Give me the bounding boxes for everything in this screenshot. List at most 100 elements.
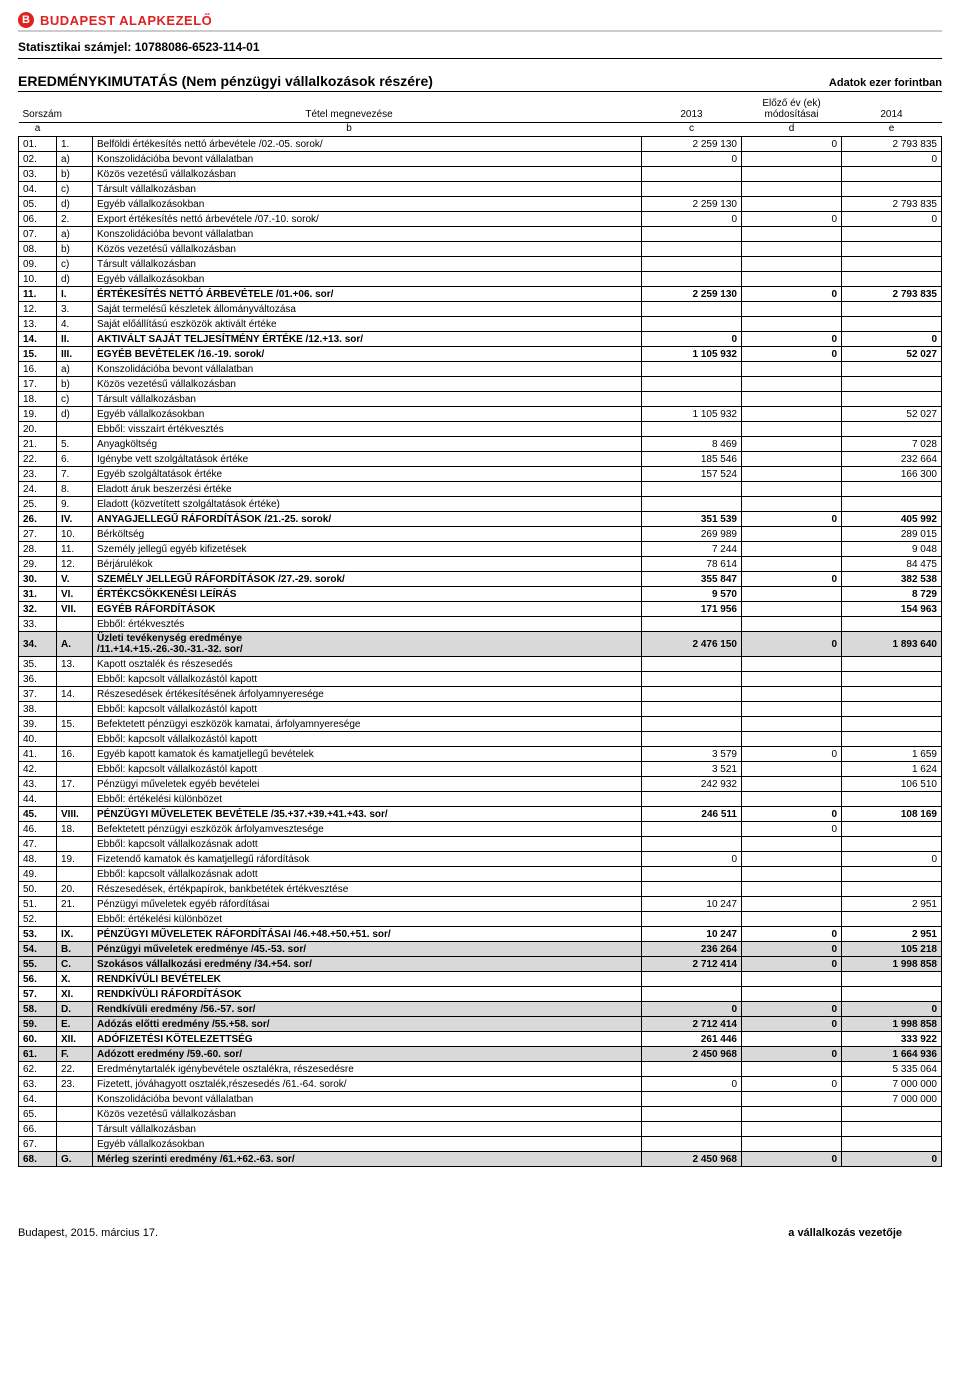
row-desc: Üzleti tevékenység eredménye /11.+14.+15… <box>93 632 642 657</box>
row-code: E. <box>57 1017 93 1032</box>
row-v1: 10 247 <box>642 897 742 912</box>
row-v2: 0 <box>742 1002 842 1017</box>
row-v3 <box>842 422 942 437</box>
hdr-tetel: Tétel megnevezése <box>57 92 642 123</box>
row-v3: 1 659 <box>842 747 942 762</box>
row-v3: 0 <box>842 1152 942 1167</box>
row-v2 <box>742 407 842 422</box>
row-v3 <box>842 482 942 497</box>
row-v3: 1 624 <box>842 762 942 777</box>
row-num: 44. <box>19 792 57 807</box>
row-desc: Fizetett, jóváhagyott osztalék,részesedé… <box>93 1077 642 1092</box>
row-v3: 333 922 <box>842 1032 942 1047</box>
row-v2 <box>742 617 842 632</box>
table-row: 29.12.Bérjárulékok78 61484 475 <box>19 557 942 572</box>
row-v2 <box>742 987 842 1002</box>
row-v2 <box>742 227 842 242</box>
row-v1 <box>642 1062 742 1077</box>
row-code: G. <box>57 1152 93 1167</box>
row-num: 10. <box>19 272 57 287</box>
row-desc: ANYAGJELLEGŰ RÁFORDÍTÁSOK /21.-25. sorok… <box>93 512 642 527</box>
row-v2 <box>742 672 842 687</box>
row-desc: Eredménytartalék igénybevétele osztalékr… <box>93 1062 642 1077</box>
row-desc: Ebből: értékvesztés <box>93 617 642 632</box>
row-v2 <box>742 777 842 792</box>
row-v2 <box>742 242 842 257</box>
row-desc: Társult vállalkozásban <box>93 182 642 197</box>
row-num: 61. <box>19 1047 57 1062</box>
row-desc: Közös vezetésű vállalkozásban <box>93 377 642 392</box>
row-code <box>57 1122 93 1137</box>
row-v1 <box>642 302 742 317</box>
row-desc: Ebből: kapcsolt vállalkozástól kapott <box>93 762 642 777</box>
row-num: 63. <box>19 1077 57 1092</box>
row-v3 <box>842 1137 942 1152</box>
table-row: 67.Egyéb vállalkozásokban <box>19 1137 942 1152</box>
table-row: 28.11.Személy jellegű egyéb kifizetések7… <box>19 542 942 557</box>
col-b: b <box>57 123 642 137</box>
row-code: a) <box>57 227 93 242</box>
row-v3 <box>842 617 942 632</box>
row-desc: Egyéb vállalkozásokban <box>93 1137 642 1152</box>
table-row: 62.22.Eredménytartalék igénybevétele osz… <box>19 1062 942 1077</box>
row-code: c) <box>57 392 93 407</box>
row-v1: 2 259 130 <box>642 287 742 302</box>
row-v2 <box>742 972 842 987</box>
row-v3 <box>842 302 942 317</box>
row-code: 18. <box>57 822 93 837</box>
row-code: VIII. <box>57 807 93 822</box>
row-v1 <box>642 732 742 747</box>
row-code: d) <box>57 197 93 212</box>
row-v3 <box>842 972 942 987</box>
row-v1 <box>642 182 742 197</box>
row-v2 <box>742 467 842 482</box>
row-v3 <box>842 497 942 512</box>
row-num: 30. <box>19 572 57 587</box>
row-code <box>57 762 93 777</box>
row-code: II. <box>57 332 93 347</box>
hdr-2014: 2014 <box>842 92 942 123</box>
row-num: 49. <box>19 867 57 882</box>
row-v3 <box>842 702 942 717</box>
row-v1: 269 989 <box>642 527 742 542</box>
row-v1 <box>642 867 742 882</box>
col-d: d <box>742 123 842 137</box>
row-code <box>57 912 93 927</box>
row-desc: Fizetendő kamatok és kamatjellegű ráford… <box>93 852 642 867</box>
row-v1: 242 932 <box>642 777 742 792</box>
row-v2 <box>742 912 842 927</box>
row-code: 3. <box>57 302 93 317</box>
row-v1 <box>642 242 742 257</box>
table-row: 25.9.Eladott (közvetített szolgáltatások… <box>19 497 942 512</box>
row-v1 <box>642 882 742 897</box>
row-desc: Eladott (közvetített szolgáltatások érté… <box>93 497 642 512</box>
row-code: 11. <box>57 542 93 557</box>
table-row: 49.Ebből: kapcsolt vállalkozásnak adott <box>19 867 942 882</box>
row-num: 27. <box>19 527 57 542</box>
row-num: 29. <box>19 557 57 572</box>
row-code: b) <box>57 242 93 257</box>
header-row: Sorszám Tétel megnevezése 2013 Előző év … <box>19 92 942 123</box>
row-v2: 0 <box>742 822 842 837</box>
row-code <box>57 422 93 437</box>
row-v1: 2 259 130 <box>642 137 742 152</box>
row-v1 <box>642 1137 742 1152</box>
row-desc: Részesedések, értékpapírok, bankbetétek … <box>93 882 642 897</box>
table-row: 12.3.Saját termelésű készletek állományv… <box>19 302 942 317</box>
row-desc: Kapott osztalék és részesedés <box>93 657 642 672</box>
row-v2 <box>742 762 842 777</box>
row-code: C. <box>57 957 93 972</box>
row-v2: 0 <box>742 632 842 657</box>
stat-id-label: Statisztikai számjel: <box>18 40 131 54</box>
table-row: 07.a)Konszolidációba bevont vállalatban <box>19 227 942 242</box>
row-code: 21. <box>57 897 93 912</box>
row-num: 31. <box>19 587 57 602</box>
row-v3 <box>842 182 942 197</box>
row-code <box>57 1107 93 1122</box>
row-v3: 0 <box>842 852 942 867</box>
row-v1: 9 570 <box>642 587 742 602</box>
row-code: 16. <box>57 747 93 762</box>
row-v1: 2 476 150 <box>642 632 742 657</box>
row-num: 14. <box>19 332 57 347</box>
row-num: 43. <box>19 777 57 792</box>
